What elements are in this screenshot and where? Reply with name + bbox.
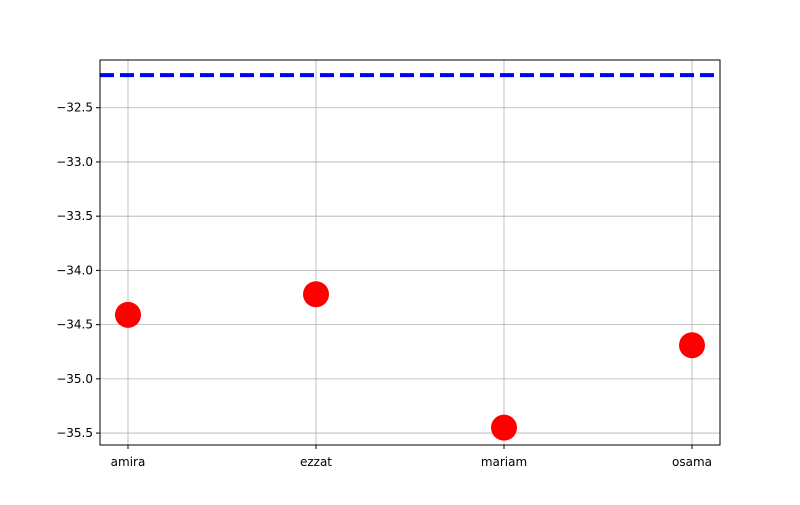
data-point-osama	[679, 332, 705, 359]
axis-ticks-layer: −32.5 −33.0 −33.5 −34.0 −34.5 −35.0 −35.5 amira…	[56, 101, 712, 469]
data-point-amira	[115, 301, 141, 328]
x-tick-label-ezzat: ezzat	[300, 455, 332, 469]
x-tick-label-mariam: mariam	[481, 455, 527, 469]
data-point-ezzat	[303, 281, 329, 308]
data-point-mariam	[491, 414, 517, 441]
y-tick-label: −33.0	[56, 155, 93, 169]
x-tick-label-osama: osama	[672, 455, 712, 469]
y-tick-label: −34.5	[56, 318, 93, 332]
y-tick-label: −32.5	[56, 101, 93, 115]
y-tick-label: −33.5	[56, 209, 93, 223]
grid-layer	[100, 60, 720, 445]
data-points-layer	[115, 281, 705, 441]
plot-area-frame	[99, 59, 721, 446]
y-tick-label: −35.5	[56, 426, 93, 440]
y-tick-label: −35.0	[56, 372, 93, 386]
y-tick-label: −34.0	[56, 263, 93, 277]
x-tick-label-amira: amira	[111, 455, 146, 469]
